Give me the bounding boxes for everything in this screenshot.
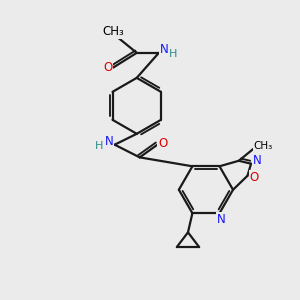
Text: N: N <box>160 44 169 56</box>
Text: CH₃: CH₃ <box>102 25 124 38</box>
Text: N: N <box>253 154 261 167</box>
Text: CH₃: CH₃ <box>254 141 273 151</box>
Text: O: O <box>249 171 259 184</box>
Text: H: H <box>169 49 177 59</box>
Text: N: N <box>217 213 225 226</box>
Text: N: N <box>104 135 113 148</box>
Text: O: O <box>103 61 112 74</box>
Text: O: O <box>158 137 167 150</box>
Text: H: H <box>95 141 103 151</box>
